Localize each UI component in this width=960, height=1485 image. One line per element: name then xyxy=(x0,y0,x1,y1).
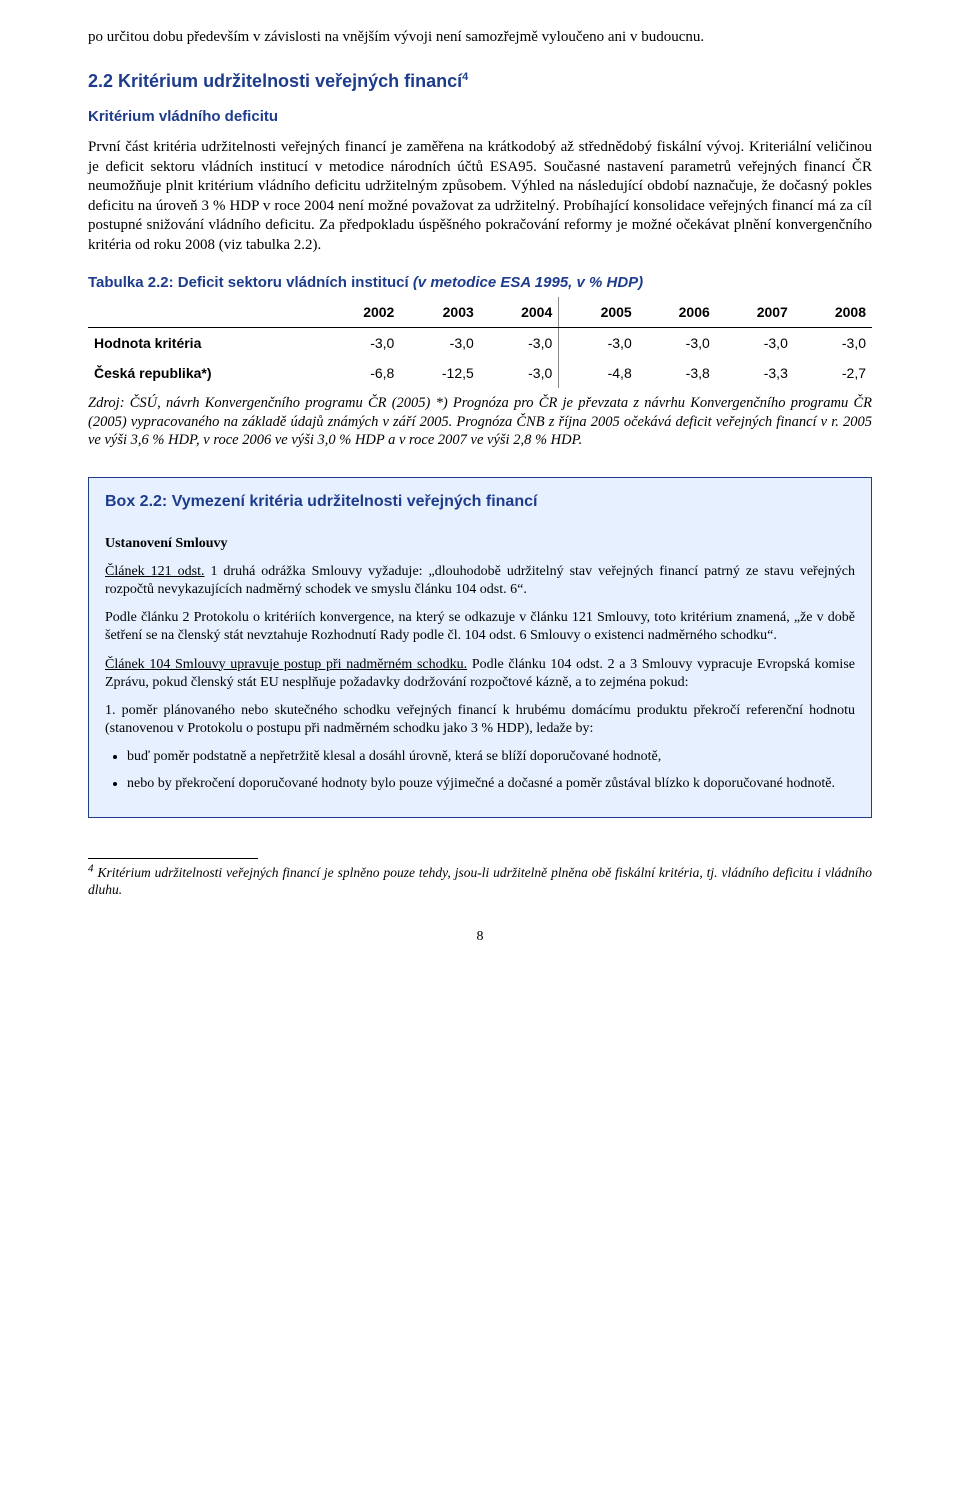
cell: -3,0 xyxy=(400,328,479,359)
cell: -4,8 xyxy=(559,358,638,388)
box-underlined: Článek 104 Smlouvy upravuje postup při n… xyxy=(105,657,467,672)
cell: -3,0 xyxy=(322,328,400,359)
cell: -6,8 xyxy=(322,358,400,388)
cell: -3,0 xyxy=(480,358,559,388)
footnote-number: 4 xyxy=(88,862,94,874)
cell: -3,0 xyxy=(480,328,559,359)
box-paragraph: Článek 104 Smlouvy upravuje postup při n… xyxy=(105,656,855,692)
cell: -3,8 xyxy=(638,358,716,388)
document-page: po určitou dobu především v závislosti n… xyxy=(0,0,960,987)
box-subhead: Ustanovení Smlouvy xyxy=(105,535,855,553)
box-underlined: Článek 121 odst. xyxy=(105,564,204,579)
table-caption: Tabulka 2.2: Deficit sektoru vládních in… xyxy=(88,273,872,293)
section-body: První část kritéria udržitelnosti veřejn… xyxy=(88,138,872,255)
box-bullet: buď poměr podstatně a nepřetržitě klesal… xyxy=(127,748,855,766)
cell: -12,5 xyxy=(400,358,479,388)
box-title: Box 2.2: Vymezení kritéria udržitelnosti… xyxy=(105,492,855,513)
cell: -3,0 xyxy=(794,328,872,359)
year-col: 2003 xyxy=(400,297,479,328)
year-col: 2008 xyxy=(794,297,872,328)
row-label: Hodnota kritéria xyxy=(88,328,322,359)
section-title: Kritérium udržitelnosti veřejných financ… xyxy=(118,71,462,91)
footnote-ref: 4 xyxy=(462,71,468,83)
year-col: 2007 xyxy=(716,297,794,328)
definition-box: Box 2.2: Vymezení kritéria udržitelnosti… xyxy=(88,477,872,818)
cell: -3,0 xyxy=(716,328,794,359)
table-caption-italic: (v metodice ESA 1995, v % HDP) xyxy=(413,274,643,291)
cell: -2,7 xyxy=(794,358,872,388)
box-bullet: nebo by překročení doporučované hodnoty … xyxy=(127,775,855,793)
year-col: 2002 xyxy=(322,297,400,328)
year-col: 2004 xyxy=(480,297,559,328)
box-paragraph: Podle článku 2 Protokolu o kritériích ko… xyxy=(105,609,855,645)
year-col: 2006 xyxy=(638,297,716,328)
footnote-rule xyxy=(88,858,258,859)
box-text: 1 druhá odrážka Smlouvy vyžaduje: „dlouh… xyxy=(105,564,855,597)
section-subheading: Kritérium vládního deficitu xyxy=(88,107,872,127)
table-caption-bold: Tabulka 2.2: Deficit sektoru vládních in… xyxy=(88,274,409,291)
section-heading: 2.2 Kritérium udržitelnosti veřejných fi… xyxy=(88,70,872,93)
table-row: Hodnota kritéria -3,0 -3,0 -3,0 -3,0 -3,… xyxy=(88,328,872,359)
footnote: 4 Kritérium udržitelnosti veřejných fina… xyxy=(88,865,872,899)
cell: -3,3 xyxy=(716,358,794,388)
row-label: Česká republika*) xyxy=(88,358,322,388)
box-paragraph: Článek 121 odst. 1 druhá odrážka Smlouvy… xyxy=(105,563,855,599)
page-number: 8 xyxy=(88,928,872,946)
cell: -3,0 xyxy=(559,328,638,359)
cell: -3,0 xyxy=(638,328,716,359)
intro-paragraph: po určitou dobu především v závislosti n… xyxy=(88,28,872,48)
deficit-table: 2002 2003 2004 2005 2006 2007 2008 Hodno… xyxy=(88,297,872,389)
table-row: Česká republika*) -6,8 -12,5 -3,0 -4,8 -… xyxy=(88,358,872,388)
footnote-text: Kritérium udržitelnosti veřejných financ… xyxy=(88,865,872,897)
table-header-row: 2002 2003 2004 2005 2006 2007 2008 xyxy=(88,297,872,328)
section-number: 2.2 xyxy=(88,71,113,91)
year-col: 2005 xyxy=(559,297,638,328)
box-numbered-item: 1. poměr plánovaného nebo skutečného sch… xyxy=(105,702,855,738)
box-bullet-list: buď poměr podstatně a nepřetržitě klesal… xyxy=(105,748,855,792)
table-note: Zdroj: ČSÚ, návrh Konvergenčního program… xyxy=(88,394,872,448)
